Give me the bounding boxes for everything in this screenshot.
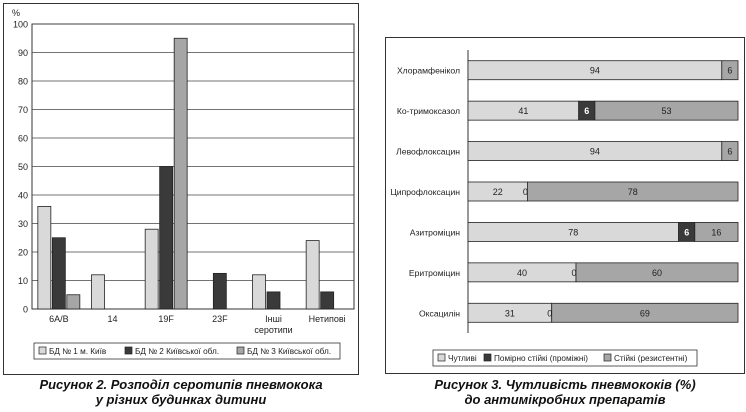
category-label: Левофлоксацин <box>396 147 460 157</box>
susceptibility-chart-panel: Хлорамфенікол 94 6 Ко-тримоксазол 41 6 53 Левоф… <box>385 37 745 374</box>
legend-label: БД № 2 Київської обл. <box>135 347 219 356</box>
x-tick-label: Інші <box>265 314 282 324</box>
data-label: 6 <box>727 147 732 157</box>
caption-line: у різних будинках дитини <box>95 392 267 407</box>
bar <box>305 240 320 310</box>
bar <box>51 237 66 310</box>
y-tick-label: 80 <box>18 77 28 87</box>
legend-swatch <box>603 353 612 362</box>
category-label: Оксацилін <box>419 308 460 318</box>
y-tick-label: 20 <box>18 248 28 258</box>
data-label: 31 <box>505 308 515 318</box>
bar-segment <box>694 222 739 242</box>
bar <box>159 166 174 310</box>
bar <box>66 294 81 310</box>
bar-segment <box>594 100 739 121</box>
bar-segment <box>721 60 739 81</box>
susceptibility-stacked-chart: Хлорамфенікол 94 6 Ко-тримоксазол 41 6 53 Левоф… <box>390 50 739 367</box>
y-tick-label: 40 <box>18 191 28 201</box>
data-label: 94 <box>590 66 600 76</box>
bar-segment <box>551 302 739 323</box>
caption-line: Рисунок 3. Чутливість пневмококів (%) <box>434 377 696 392</box>
data-label: 60 <box>652 268 662 278</box>
figure-3-caption: Рисунок 3. Чутливість пневмококів (%) до… <box>385 377 745 407</box>
legend-swatch <box>236 346 245 355</box>
y-axis-unit: % <box>12 8 20 18</box>
y-tick-label: 90 <box>18 48 28 58</box>
bar-segment <box>526 181 739 202</box>
data-label: 41 <box>518 106 528 116</box>
x-tick-label: Нетипові <box>309 314 346 324</box>
serotype-bar-chart: 0 10 20 30 40 50 60 70 80 90 100% 6A/B 14 19F 23F Іншіс… <box>12 8 355 360</box>
x-tick-label: 6A/B <box>49 314 69 324</box>
legend-box <box>432 349 698 367</box>
data-label: 6 <box>684 227 689 237</box>
y-tick-label: 50 <box>18 162 28 172</box>
data-label: 0 <box>571 268 576 278</box>
y-tick-label: 10 <box>18 276 28 286</box>
legend-box <box>33 342 341 360</box>
category-label: Еритроміцин <box>409 268 460 278</box>
x-tick-label: 19F <box>158 314 174 324</box>
legend-label: Чутливі <box>448 354 477 363</box>
category-label: Ко-тримоксазол <box>397 106 460 116</box>
y-tick-label: 0 <box>23 305 28 315</box>
x-tick-label: серотипи <box>254 325 292 335</box>
data-label: 78 <box>568 227 578 237</box>
bar-segment <box>721 141 739 161</box>
bar <box>252 274 266 310</box>
data-label: 22 <box>493 187 503 197</box>
bar <box>91 274 105 310</box>
y-tick-label: 100 <box>13 20 28 30</box>
x-tick-label: 23F <box>212 314 228 324</box>
legend-swatch <box>483 353 492 362</box>
bar <box>144 228 159 310</box>
legend-label: БД № 1 м. Київ <box>49 347 106 356</box>
y-tick-label: 30 <box>18 219 28 229</box>
data-label: 78 <box>628 187 638 197</box>
caption-line: до антимікробних препаратів <box>464 392 666 407</box>
legend-label: Стійкі (резистентні) <box>614 354 688 363</box>
bar <box>173 37 188 310</box>
y-tick-label: 70 <box>18 105 28 115</box>
data-label: 94 <box>590 147 600 157</box>
data-label: 6 <box>584 106 589 116</box>
legend-label: БД № 3 Київської обл. <box>247 347 331 356</box>
data-label: 16 <box>711 227 721 237</box>
caption-line: Рисунок 2. Розподіл серотипів пневмокока <box>39 377 323 392</box>
y-tick-label: 60 <box>18 134 28 144</box>
bar <box>212 272 227 310</box>
category-label: Хлорамфенікол <box>397 66 460 76</box>
serotype-chart-panel: 0 10 20 30 40 50 60 70 80 90 100% 6A/B 14 19F 23F Інші с… <box>3 3 359 375</box>
legend-swatch <box>38 346 47 355</box>
data-label: 0 <box>547 308 552 318</box>
category-label: Ципрофлоксацин <box>390 187 460 197</box>
category-label: Азитроміцин <box>410 227 461 237</box>
legend-swatch <box>124 346 133 355</box>
x-tick-label: 14 <box>107 314 117 324</box>
bar <box>266 291 281 310</box>
data-label: 53 <box>661 106 671 116</box>
data-label: 69 <box>640 308 650 318</box>
data-label: 40 <box>517 268 527 278</box>
legend-swatch <box>437 353 446 362</box>
bar-segment <box>575 262 739 283</box>
bar <box>320 291 335 310</box>
data-label: 0 <box>523 187 528 197</box>
data-label: 6 <box>727 66 732 76</box>
bar <box>37 205 52 310</box>
figure-2-caption: Рисунок 2. Розподіл серотипів пневмокока… <box>3 377 359 407</box>
legend-label: Помірно стійкі (проміжні) <box>494 354 588 363</box>
